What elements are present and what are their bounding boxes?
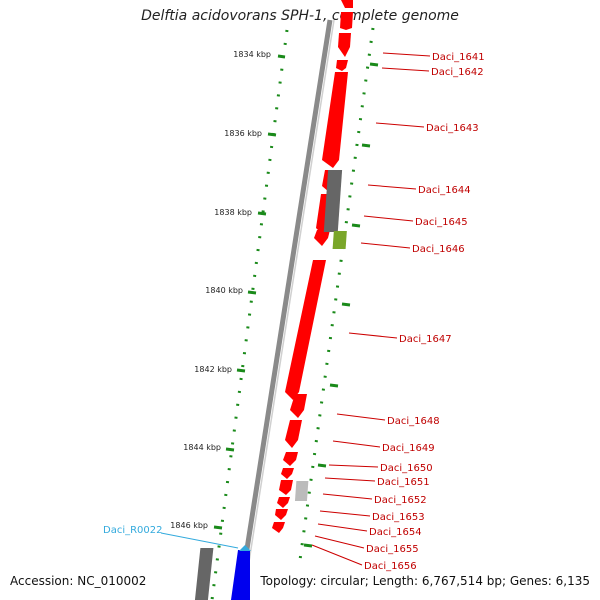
gene-label-1653[interactable]: Daci_1653 <box>372 512 425 523</box>
scale-label-1836: 1836 kbp <box>224 129 262 138</box>
scale-ticks <box>213 54 379 548</box>
scale-label-1834: 1834 kbp <box>233 50 271 59</box>
rna-leader <box>160 532 239 549</box>
gene-label-1651[interactable]: Daci_1651 <box>377 477 430 488</box>
gene-arrow <box>314 230 330 246</box>
gene-label-1654[interactable]: Daci_1654 <box>369 527 422 538</box>
gene-arrow <box>340 12 353 30</box>
feature-green <box>332 231 347 249</box>
gene-arrow <box>336 60 348 71</box>
gene-label-1646[interactable]: Daci_1646 <box>412 244 465 255</box>
gene-labels: Daci_1641 Daci_1642 Daci_1643 Daci_1644 … <box>364 52 485 572</box>
scale-label-1838: 1838 kbp <box>214 208 252 217</box>
gene-arrow <box>341 0 353 8</box>
gene-arrow <box>281 468 294 479</box>
scale-dots-inner <box>210 29 289 600</box>
gene-label-1655[interactable]: Daci_1655 <box>366 544 419 555</box>
feature-dark <box>323 170 343 232</box>
accession-text: Accession: NC_010002 <box>10 574 147 588</box>
gene-arrow <box>275 509 288 520</box>
rna-label[interactable]: Daci_R0022 <box>103 525 163 536</box>
feature-dark-lower <box>194 548 214 600</box>
scale-label-1846: 1846 kbp <box>170 521 208 530</box>
gene-label-1649[interactable]: Daci_1649 <box>382 443 435 454</box>
gene-arrow <box>272 522 285 533</box>
genome-backbone <box>236 19 333 600</box>
gene-arrow <box>285 420 302 448</box>
topology-text: Topology: circular; Length: 6,767,514 bp… <box>260 574 590 588</box>
gene-arrow <box>277 497 290 508</box>
gene-label-1645[interactable]: Daci_1645 <box>415 217 468 228</box>
scale-labels: 1834 kbp 1836 kbp 1838 kbp 1840 kbp 1842… <box>170 50 271 530</box>
gene-arrow <box>290 394 307 418</box>
gene-label-1648[interactable]: Daci_1648 <box>387 416 440 427</box>
scale-label-1842: 1842 kbp <box>194 365 232 374</box>
genome-backbone-highlight <box>242 19 335 600</box>
gene-label-1643[interactable]: Daci_1643 <box>426 123 479 134</box>
gene-arrow <box>285 260 326 400</box>
gene-features <box>272 0 353 533</box>
gene-label-1644[interactable]: Daci_1644 <box>418 185 471 196</box>
gene-arrow <box>338 33 351 57</box>
gene-label-1656[interactable]: Daci_1656 <box>364 561 417 572</box>
map-title: Delftia acidovorans SPH-1, complete geno… <box>141 8 459 24</box>
gene-label-1650[interactable]: Daci_1650 <box>380 463 433 474</box>
gene-leaders <box>311 52 431 566</box>
gene-arrow <box>322 72 348 168</box>
scale-label-1844: 1844 kbp <box>183 443 221 452</box>
gene-label-1652[interactable]: Daci_1652 <box>374 495 427 506</box>
scale-label-1840: 1840 kbp <box>205 286 243 295</box>
gene-label-1641[interactable]: Daci_1641 <box>432 52 485 63</box>
rna-feature <box>231 545 251 600</box>
gene-label-1642[interactable]: Daci_1642 <box>431 67 484 78</box>
rna-marker <box>239 545 251 551</box>
gene-label-1647[interactable]: Daci_1647 <box>399 334 452 345</box>
gene-arrow <box>279 480 293 495</box>
gene-arrow <box>283 452 298 466</box>
rna-arrow <box>231 550 250 600</box>
other-features <box>194 170 347 600</box>
feature-light <box>294 481 309 501</box>
